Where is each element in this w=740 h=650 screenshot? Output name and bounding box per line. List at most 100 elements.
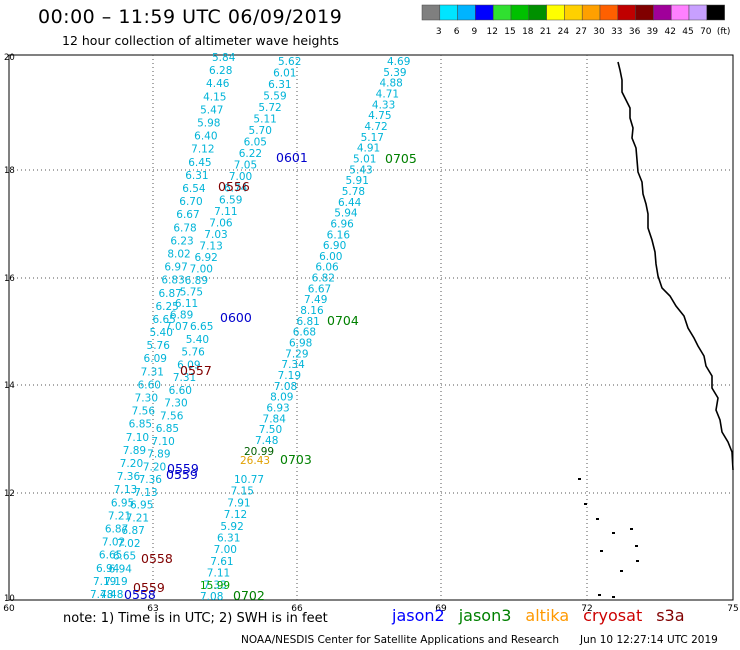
pass-label: 0556 xyxy=(218,179,250,194)
wave-height-value: 6.78 xyxy=(173,222,196,234)
wave-height-value: 6.01 xyxy=(273,68,296,80)
wave-height-value-overlap: 6.87 xyxy=(121,525,144,537)
wave-height-value: 5.47 xyxy=(200,104,223,116)
island xyxy=(584,503,587,505)
wave-height-value-overlap: 6.09 xyxy=(177,359,200,371)
wave-height-value: 6.00 xyxy=(319,251,342,263)
wave-height-value: 6.82 xyxy=(312,273,335,285)
wave-height-value: 6.65 xyxy=(152,314,175,326)
wave-height-value-overlap: 7.89 xyxy=(147,449,170,461)
wave-height-value: 5.92 xyxy=(220,521,243,533)
wave-height-value-overlap: 7.13 xyxy=(134,487,157,499)
wave-height-value-overlap: 7.19 xyxy=(104,576,127,588)
wave-height-value: 5.78 xyxy=(342,186,365,198)
wave-height-value: 5.84 xyxy=(212,52,236,64)
wave-height-value: 7.00 xyxy=(190,263,213,275)
wave-height-value: 6.05 xyxy=(244,137,267,149)
wave-height-value: 7.89 xyxy=(123,445,146,457)
wave-height-value: 8.02 xyxy=(167,248,190,260)
wave-height-value-overlap: 7.31 xyxy=(173,372,196,384)
wave-height-value: 6.70 xyxy=(179,196,202,208)
wave-height-value: 7.20 xyxy=(120,458,143,470)
high-wave-value: 15.99 xyxy=(200,580,230,592)
color-scale-label: 33 xyxy=(611,27,622,37)
wave-height-value: 6.16 xyxy=(327,229,351,241)
satellite-legend-entry: cryosat xyxy=(583,606,643,625)
wave-height-value: 6.97 xyxy=(164,262,187,274)
pass-label: 0559 xyxy=(133,580,165,595)
wave-height-value: 7.21 xyxy=(108,510,131,522)
wave-height-value: 6.67 xyxy=(308,283,331,295)
wave-height-value: 7.30 xyxy=(135,393,158,405)
color-scale-label: 18 xyxy=(522,27,534,37)
x-tick-label: 72 xyxy=(581,604,592,614)
map-title: 00:00 – 11:59 UTC 06/09/2019 xyxy=(38,6,343,28)
wave-height-value: 4.75 xyxy=(368,110,391,122)
wave-height-value: 6.06 xyxy=(315,262,339,274)
pass-label: 0558 xyxy=(141,551,173,566)
wave-height-value: 6.90 xyxy=(323,240,346,252)
wave-height-value: 7.13 xyxy=(199,240,222,252)
wave-height-value: 7.61 xyxy=(210,556,233,568)
x-tick-label: 60 xyxy=(3,604,15,614)
wave-height-value: 7.11 xyxy=(214,206,237,218)
wave-height-value: 7.06 xyxy=(209,217,233,229)
island xyxy=(630,528,633,530)
pass-label: 0705 xyxy=(385,151,417,166)
y-tick-label: 14 xyxy=(4,381,15,391)
island xyxy=(596,518,599,520)
color-scale-label: 24 xyxy=(558,27,570,37)
high-wave-value: 26.43 xyxy=(240,455,270,467)
wave-height-value: 5.62 xyxy=(278,56,301,68)
wave-height-value: 7.12 xyxy=(224,509,247,521)
wave-height-value-overlap: 7.36 xyxy=(139,474,163,486)
color-scale-label: 3 xyxy=(436,27,442,37)
wave-height-value-overlap: 6.85 xyxy=(156,423,179,435)
island xyxy=(612,532,615,534)
island xyxy=(598,594,601,596)
wave-height-value: 4.15 xyxy=(203,91,226,103)
wave-height-value: 7.12 xyxy=(191,144,214,156)
wave-height-value: 7.02 xyxy=(102,537,125,549)
wave-height-value: 7.13 xyxy=(114,484,137,496)
wave-height-value: 7.36 xyxy=(117,471,141,483)
wave-height-value-overlap: 6.65 xyxy=(113,551,136,563)
wave-height-value: 5.11 xyxy=(253,114,276,126)
color-scale-label: 36 xyxy=(629,27,641,37)
color-scale-label: 39 xyxy=(647,27,659,37)
wave-height-value: 6.93 xyxy=(266,403,289,415)
y-tick-label: 20 xyxy=(4,53,15,63)
color-scale-label: 70 xyxy=(700,27,712,37)
wave-height-value: 5.40 xyxy=(150,327,173,339)
wave-height-value: 5.59 xyxy=(263,91,286,103)
wave-height-value: 6.28 xyxy=(209,65,232,77)
wave-height-value-overlap: 7.56 xyxy=(160,410,184,422)
pass-label: 0559 xyxy=(166,467,198,482)
wave-height-value: 6.65 xyxy=(99,550,122,562)
color-scale-label: (ft) xyxy=(717,27,731,37)
wave-height-value: 7.48 xyxy=(90,589,113,601)
credit-line: NOAA/NESDIS Center for Satellite Applica… xyxy=(241,634,559,646)
y-tick-label: 18 xyxy=(4,166,15,176)
wave-height-value: 7.11 xyxy=(207,568,230,580)
y-tick-label: 10 xyxy=(4,594,15,604)
wave-height-value: 5.39 xyxy=(383,67,406,79)
wave-height-value: 6.89 xyxy=(185,275,208,287)
island xyxy=(620,570,623,572)
wave-height-value: 5.76 xyxy=(147,340,171,352)
wave-height-value: 6.54 xyxy=(182,183,206,195)
wave-height-value: 4.69 xyxy=(387,56,410,68)
wave-height-value: 7.08 xyxy=(200,591,223,603)
pass-label: 0558 xyxy=(124,587,156,602)
wave-height-value: 7.15 xyxy=(231,486,254,498)
y-tick-label: 12 xyxy=(4,489,15,499)
wave-height-value: 7.10 xyxy=(126,432,149,444)
wave-height-value-overlap: 6.65 xyxy=(190,321,213,333)
wave-height-value-overlap: 6.95 xyxy=(130,500,153,512)
x-tick-label: 75 xyxy=(727,604,738,614)
wave-height-value: 6.31 xyxy=(217,533,240,545)
wave-height-value: 6.83 xyxy=(161,275,184,287)
pass-label: 0703 xyxy=(280,452,312,467)
wave-height-value: 5.70 xyxy=(249,125,272,137)
